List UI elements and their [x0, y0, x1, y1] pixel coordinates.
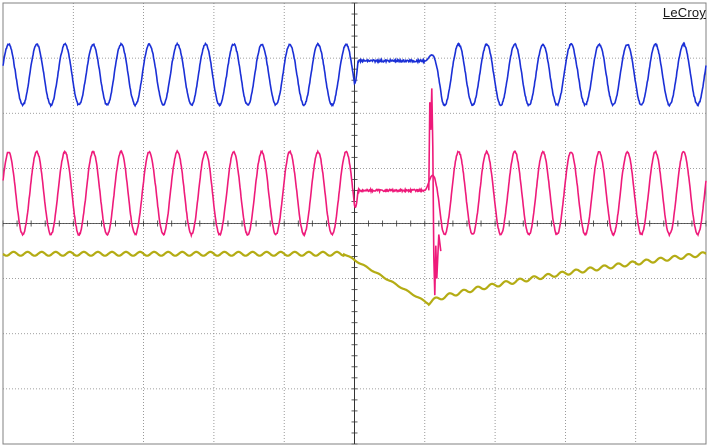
trace-magenta-spike — [428, 88, 442, 296]
trace-blue — [2, 41, 707, 109]
lecroy-brand-label: LeCroy — [662, 5, 706, 20]
trace-magenta — [2, 149, 707, 239]
trace-olive — [2, 250, 707, 307]
